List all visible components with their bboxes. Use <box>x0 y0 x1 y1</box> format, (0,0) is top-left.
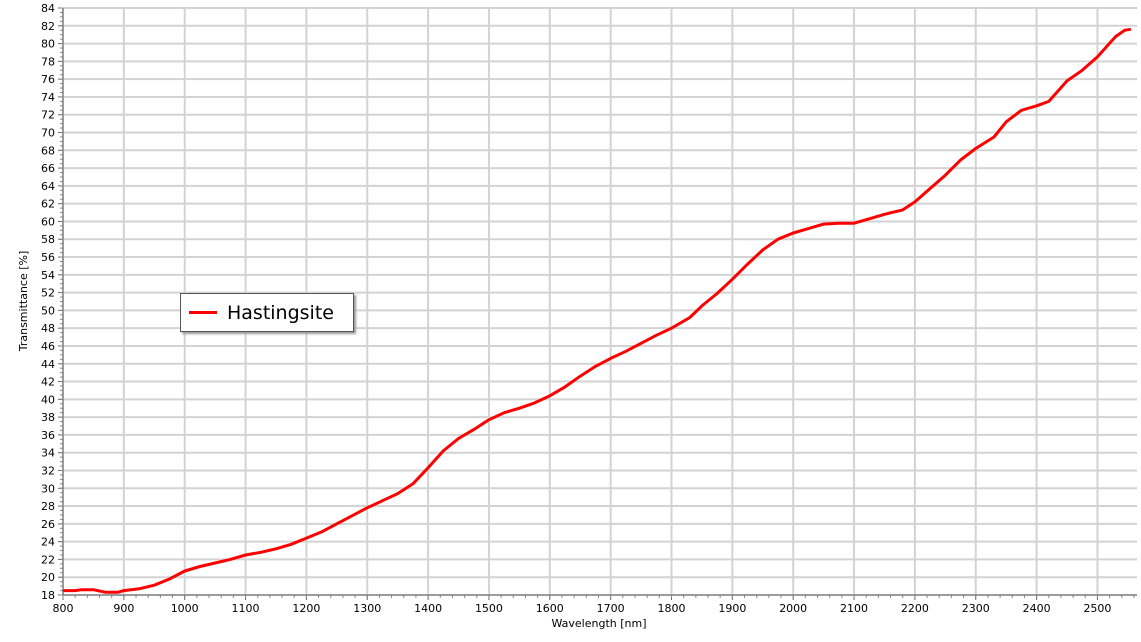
x-tick-label: 1200 <box>292 602 320 615</box>
x-tick-label: 2300 <box>962 602 990 615</box>
series-line-hastingsite <box>63 27 1132 594</box>
y-tick-label: 58 <box>41 233 55 246</box>
y-tick-label: 54 <box>41 269 55 282</box>
y-tick-label: 40 <box>41 393 55 406</box>
y-tick-label: 26 <box>41 518 55 531</box>
y-tick-label: 42 <box>41 376 55 389</box>
y-tick-label: 32 <box>41 464 55 477</box>
y-tick-label: 24 <box>41 536 55 549</box>
legend-swatch <box>189 311 217 314</box>
y-tick-label: 60 <box>41 215 55 228</box>
y-tick-label: 50 <box>41 304 55 317</box>
x-axis-label: Wavelength [nm] <box>551 617 646 630</box>
x-tick-label: 1100 <box>232 602 260 615</box>
y-tick-label: 76 <box>41 73 55 86</box>
y-tick-label: 46 <box>41 340 55 353</box>
y-tick-label: 68 <box>41 144 55 157</box>
series <box>63 27 1132 594</box>
x-tick-label: 2400 <box>1023 602 1051 615</box>
y-tick-label: 34 <box>41 447 55 460</box>
x-tick-label: 1600 <box>536 602 564 615</box>
x-tick-label: 1700 <box>597 602 625 615</box>
x-tick-label: 2100 <box>840 602 868 615</box>
x-tick-label: 2000 <box>779 602 807 615</box>
x-tick-label: 1000 <box>171 602 199 615</box>
y-tick-label: 20 <box>41 571 55 584</box>
x-tick-label: 1800 <box>657 602 685 615</box>
x-tick-label: 2200 <box>901 602 929 615</box>
y-tick-label: 78 <box>41 55 55 68</box>
x-tick-label: 1300 <box>353 602 381 615</box>
y-tick-label: 52 <box>41 287 55 300</box>
y-tick-label: 66 <box>41 162 55 175</box>
x-tick-label: 1400 <box>414 602 442 615</box>
x-tick-label: 800 <box>53 602 74 615</box>
y-tick-label: 38 <box>41 411 55 424</box>
x-tick-label: 900 <box>113 602 134 615</box>
y-tick-label: 18 <box>41 589 55 602</box>
grid <box>62 7 1137 596</box>
y-tick-label: 36 <box>41 429 55 442</box>
y-tick-label: 30 <box>41 482 55 495</box>
legend: Hastingsite <box>180 293 354 332</box>
y-tick-label: 44 <box>41 358 55 371</box>
axes: 800 900 1000 1100 1200 1300 1400 1500 1600 1700 18… <box>41 2 1137 615</box>
x-tick-label: 1900 <box>718 602 746 615</box>
y-tick-label: 28 <box>41 500 55 513</box>
x-tick-label: 1500 <box>475 602 503 615</box>
y-tick-label: 70 <box>41 127 55 140</box>
y-axis-label: Transmittance [%] <box>17 251 30 353</box>
y-tick-label: 64 <box>41 180 55 193</box>
legend-label: Hastingsite <box>227 301 334 324</box>
y-tick-label: 72 <box>41 109 55 122</box>
y-tick-label: 48 <box>41 322 55 335</box>
x-tick-label: 2500 <box>1083 602 1111 615</box>
y-tick-label: 82 <box>41 20 55 33</box>
y-tick-label: 80 <box>41 38 55 51</box>
y-tick-label: 56 <box>41 251 55 264</box>
y-tick-label: 62 <box>41 198 55 211</box>
y-tick-label: 74 <box>41 91 55 104</box>
y-tick-label: 22 <box>41 553 55 566</box>
y-tick-label: 84 <box>41 2 55 15</box>
